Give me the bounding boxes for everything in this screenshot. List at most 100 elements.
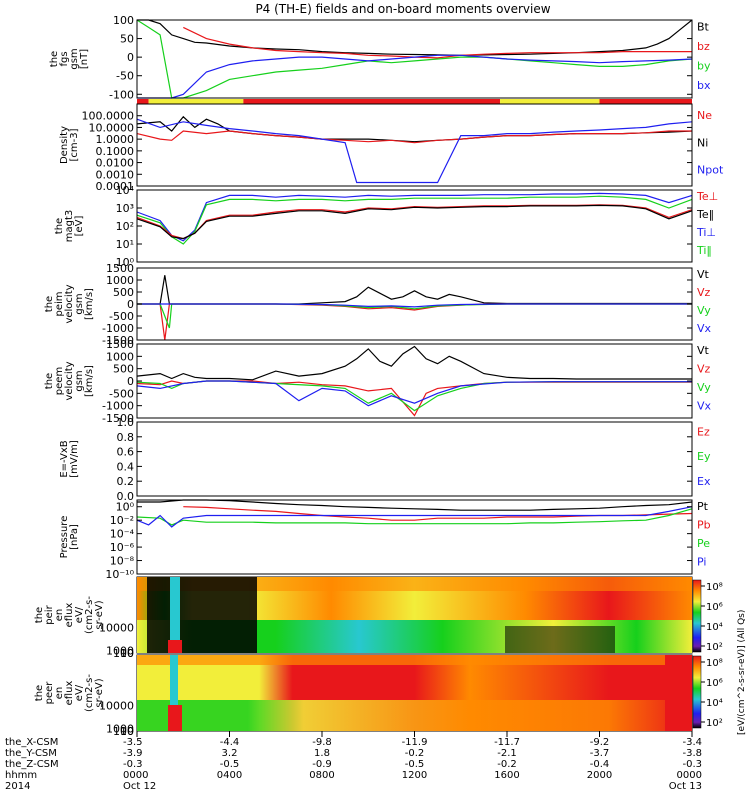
peir-eflux-spectrogram bbox=[137, 577, 692, 653]
exb-ytick-label: 0.0 bbox=[117, 490, 135, 503]
temperature-legend-Ti: Ti⊥ bbox=[696, 226, 716, 239]
peir-noise-region bbox=[505, 626, 615, 653]
density-series-Ne bbox=[136, 130, 692, 144]
fgs-legend-Bt: Bt bbox=[697, 21, 710, 34]
peim_velocity-legend-Vz: Vz bbox=[697, 286, 711, 299]
peim_velocity-ylabel-line: the bbox=[44, 296, 55, 312]
peem_velocity-series-Vx bbox=[136, 380, 692, 407]
peim_velocity-ytick-label: 1000 bbox=[106, 274, 134, 287]
density-frame bbox=[136, 103, 693, 187]
peer-end-region bbox=[665, 655, 692, 731]
pressure-series-Pe bbox=[136, 508, 693, 526]
x-row-value: -3.4 bbox=[682, 737, 702, 748]
x-row-label: the_Z-CSM bbox=[5, 759, 59, 770]
peir_eflux-ylabel-line: the bbox=[34, 607, 45, 623]
colorbar-tick-label: 10⁴ bbox=[706, 698, 723, 709]
pressure-legend-Pb: Pb bbox=[697, 519, 711, 532]
peer_eflux-ylabel-line: (cm2-s- bbox=[84, 674, 95, 712]
x-row-value: -9.8 bbox=[312, 737, 332, 748]
exb-plot-area bbox=[137, 422, 692, 496]
peem_velocity-series-Vt bbox=[136, 345, 692, 381]
fgs-legend-by: by bbox=[697, 60, 711, 73]
orbit-segment-band bbox=[500, 99, 600, 104]
x-row-label: 2014 bbox=[5, 781, 30, 792]
temperature-plot-area bbox=[137, 190, 692, 262]
x-row-value: -4.4 bbox=[220, 737, 240, 748]
density-ytick-label: 100.0000 bbox=[82, 110, 135, 123]
peem_velocity-ytick-label: -1000 bbox=[102, 400, 134, 413]
pressure-ytick-label: 10⁻¹⁰ bbox=[105, 568, 134, 581]
colorbar-top bbox=[692, 579, 702, 653]
x-row-value: -0.3 bbox=[682, 759, 702, 770]
peer-top-band bbox=[137, 655, 692, 665]
peir_eflux-ylabel-line: eflux bbox=[64, 603, 75, 628]
temperature-series-Ti bbox=[136, 195, 693, 245]
density-panel: 100.000010.00001.00000.10000.01000.00100… bbox=[59, 99, 724, 193]
colorbar-tick-label: 10⁴ bbox=[706, 622, 723, 633]
peem_velocity-ylabel-line: peem bbox=[54, 367, 65, 395]
x-row-value: 2000 bbox=[587, 770, 612, 781]
peir_eflux-ytick-label: 10000 bbox=[99, 622, 134, 635]
x-row-value: -3.9 bbox=[123, 748, 143, 759]
peem_velocity-legend-Vy: Vy bbox=[697, 381, 711, 394]
fgs-series-bz bbox=[183, 26, 692, 59]
peem_velocity-ytick-label: 0 bbox=[127, 375, 134, 388]
exb-ylabel-line: E=-VxB bbox=[59, 440, 70, 477]
colorbar-tick-label: 10² bbox=[706, 718, 723, 729]
fgs-ytick-label: 100 bbox=[113, 14, 134, 27]
x-row-value: 3.2 bbox=[222, 748, 238, 759]
pressure-ytick-label: 10⁻² bbox=[110, 514, 134, 527]
fgs-ytick-label: -100 bbox=[109, 88, 134, 101]
peim_velocity-ytick-label: -500 bbox=[109, 310, 134, 323]
x-row-value: -3.7 bbox=[590, 748, 610, 759]
pressure-legend-Pi: Pi bbox=[697, 556, 706, 569]
peim_velocity-ytick-label: 0 bbox=[127, 298, 134, 311]
fgs-legend-bx: bx bbox=[697, 79, 711, 92]
pressure-ytick-label: 10⁻⁸ bbox=[110, 555, 135, 568]
peem_velocity-ylabel-line: the bbox=[44, 373, 55, 389]
exb-legend-Ez: Ez bbox=[697, 426, 710, 439]
density-series-Npot bbox=[136, 118, 693, 184]
x-axis-labels: the_X-CSM -3.5 -4.4 -9.8 -11.9 -11.7 -9.2 -3.4 t… bbox=[5, 731, 702, 792]
x-row-value: -0.9 bbox=[312, 759, 332, 770]
colorbar-tick-label: 10⁸ bbox=[706, 582, 723, 593]
x-row-value: -11.9 bbox=[402, 737, 428, 748]
figure-title: P4 (TH-E) fields and on-board moments ov… bbox=[255, 2, 550, 16]
x-row-value: -0.5 bbox=[405, 759, 425, 770]
density-ytick-label: 0.0010 bbox=[96, 168, 135, 181]
colorbar-bottom bbox=[692, 655, 702, 729]
temperature-legend-Te: Te⊥ bbox=[696, 190, 718, 203]
peem_velocity-ytick-label: -500 bbox=[109, 387, 134, 400]
x-row-value: -11.7 bbox=[494, 737, 520, 748]
peer_eflux-ytick-label: 100 bbox=[113, 725, 134, 738]
peim_velocity-legend-Vy: Vy bbox=[697, 304, 711, 317]
peem_velocity-ytick-label: 1500 bbox=[106, 338, 134, 351]
x-row-value: -0.5 bbox=[220, 759, 240, 770]
peim_velocity-ytick-label: -1000 bbox=[102, 322, 134, 335]
peer_eflux-ylabel-line: the bbox=[34, 685, 45, 701]
peir_eflux-ylabel-line: eV/ bbox=[74, 606, 85, 623]
density-ytick-label: 1.0000 bbox=[96, 133, 135, 146]
peir_eflux-ylabel-line: en bbox=[54, 609, 65, 622]
peem_velocity-legend-Vt: Vt bbox=[697, 344, 710, 357]
density-legend-Ne: Ne bbox=[697, 109, 712, 122]
peim_velocity-ytick-label: -1500 bbox=[102, 334, 134, 347]
peir_eflux-ytick-label: 10 bbox=[120, 647, 134, 660]
fgs-plot-area bbox=[137, 20, 692, 98]
temperature-legend-Ti: Ti‖ bbox=[696, 244, 712, 257]
pressure-ytick-label: 10⁻⁶ bbox=[110, 541, 135, 554]
peim_velocity-series-Vx bbox=[137, 303, 692, 308]
density-ytick-label: 0.0001 bbox=[96, 180, 135, 193]
peem_velocity-legend-Vx: Vx bbox=[697, 400, 712, 413]
fgs-ytick-label: -50 bbox=[116, 70, 134, 83]
peim_velocity-ytick-label: 1500 bbox=[106, 262, 134, 275]
x-row-value: 0800 bbox=[309, 770, 334, 781]
peim_velocity-ytick-label: 500 bbox=[113, 286, 134, 299]
peer_eflux-ytick-label: 10 bbox=[120, 725, 134, 738]
x-row-value: 0000 bbox=[677, 770, 702, 781]
x-row-value: -2.1 bbox=[497, 748, 517, 759]
fgs-series-bx bbox=[137, 54, 693, 99]
